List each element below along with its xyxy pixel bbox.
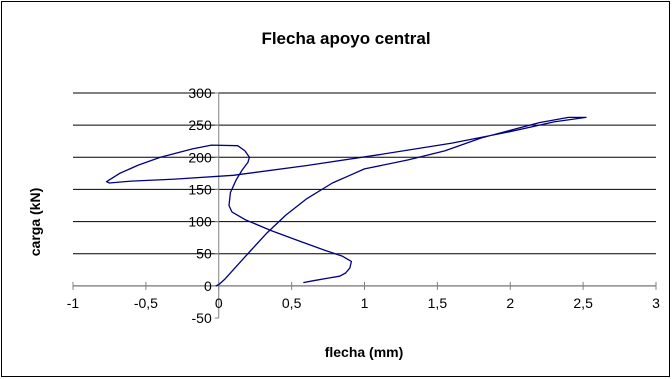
series-line [105, 116, 587, 287]
x-tick-label: 1 [361, 295, 369, 311]
y-tick-label: 50 [196, 246, 212, 262]
y-axis-label: carga (kN) [27, 188, 43, 256]
x-tick-label: -0,5 [134, 295, 158, 311]
x-tick-labels: -1 -0,5 0 0,5 1 1,5 2 2,5 3 [67, 295, 660, 311]
x-tick-label: -1 [67, 295, 80, 311]
y-tick-label: 300 [188, 85, 212, 101]
axes [72, 92, 657, 319]
x-tick-label: 0 [215, 295, 223, 311]
gridlines [73, 92, 656, 287]
x-tick-label: 3 [652, 295, 660, 311]
y-tick-label: -50 [192, 310, 212, 326]
y-tick-label: 200 [188, 149, 212, 165]
x-axis-label: flecha (mm) [325, 344, 404, 360]
x-tick-label: 2 [506, 295, 514, 311]
y-tick-label: 100 [188, 214, 212, 230]
x-tick-label: 1,5 [428, 295, 448, 311]
chart-title: Flecha apoyo central [261, 29, 430, 48]
x-tick-label: 0,5 [282, 295, 302, 311]
y-tick-label: 0 [204, 278, 212, 294]
y-tick-label: 150 [188, 181, 212, 197]
y-tick-labels: -50 0 50 100 150 200 250 300 [188, 85, 212, 326]
x-tick-label: 2,5 [573, 295, 593, 311]
y-tick-label: 250 [188, 117, 212, 133]
